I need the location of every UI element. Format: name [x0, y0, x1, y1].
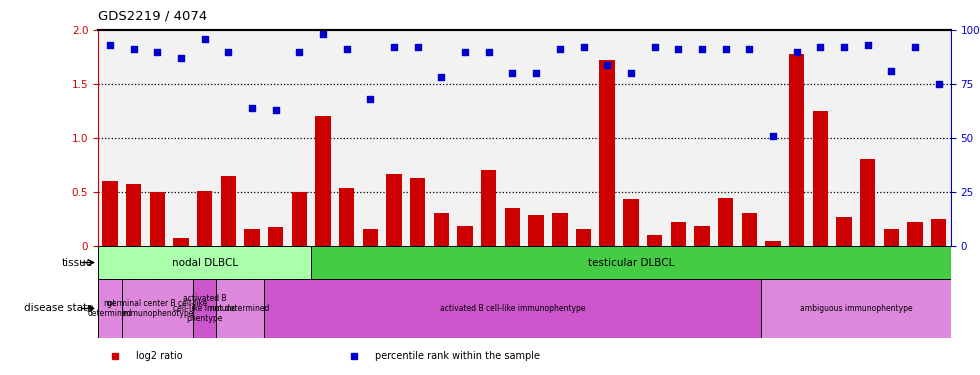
Text: log2 ratio: log2 ratio [136, 351, 183, 361]
Bar [860, 159, 875, 246]
Bar [363, 230, 378, 246]
Bar [173, 238, 188, 246]
Bar [150, 192, 165, 246]
Point [789, 49, 805, 55]
Bar [907, 222, 923, 246]
Bar [102, 181, 118, 246]
Point [481, 49, 497, 55]
Point [197, 36, 213, 42]
Point [931, 81, 947, 87]
Point [765, 133, 781, 139]
Point [291, 49, 307, 55]
Bar [193, 279, 217, 338]
Bar [98, 279, 122, 338]
Point [244, 105, 260, 111]
Bar [98, 246, 312, 279]
Point [907, 44, 923, 50]
Point [600, 62, 615, 68]
Bar [220, 176, 236, 246]
Bar [765, 242, 781, 246]
Bar [458, 226, 472, 246]
Point [410, 44, 425, 50]
Point [505, 70, 520, 76]
Text: testicular DLBCL: testicular DLBCL [588, 258, 674, 267]
Bar [386, 174, 402, 246]
Text: tissue: tissue [62, 258, 93, 267]
Bar [268, 227, 283, 246]
Bar [217, 279, 264, 338]
Point [220, 49, 236, 55]
Text: ambiguous immunophentype: ambiguous immunophentype [800, 304, 912, 313]
Bar [742, 213, 757, 246]
Bar [884, 230, 899, 246]
Bar [244, 230, 260, 246]
Text: germinal center B cell-like
immunophenotype: germinal center B cell-like immunophenot… [107, 299, 208, 318]
Point [575, 44, 591, 50]
Bar [122, 279, 193, 338]
Point [552, 46, 567, 53]
Point [623, 70, 639, 76]
Point [386, 44, 402, 50]
Bar [600, 60, 614, 246]
Point [149, 49, 165, 55]
Bar [505, 208, 520, 246]
Point [458, 49, 473, 55]
Point [742, 46, 758, 53]
Point [433, 74, 449, 81]
Point [363, 96, 378, 102]
Bar [292, 192, 307, 246]
Point [670, 46, 686, 53]
Bar [410, 178, 425, 246]
Bar [718, 198, 733, 246]
Text: not
determined: not determined [87, 299, 132, 318]
Point [717, 46, 733, 53]
Point [859, 42, 875, 48]
Point [528, 70, 544, 76]
Bar [836, 216, 852, 246]
Bar [481, 170, 497, 246]
Bar [931, 219, 947, 246]
Bar [552, 213, 567, 246]
Bar [647, 235, 662, 246]
Bar [761, 279, 951, 338]
Bar [694, 226, 710, 246]
Point [812, 44, 828, 50]
Text: disease state: disease state [24, 303, 93, 313]
Bar [576, 230, 591, 246]
Text: activated B
cell-like immuno
phentype: activated B cell-like immuno phentype [173, 294, 236, 323]
Point [884, 68, 900, 74]
Point [339, 46, 355, 53]
Point [694, 46, 710, 53]
Bar [434, 213, 449, 246]
Bar [670, 222, 686, 246]
Bar [528, 215, 544, 246]
Point [268, 107, 283, 113]
Bar [264, 279, 761, 338]
Bar [316, 116, 330, 246]
Bar [812, 111, 828, 246]
Text: percentile rank within the sample: percentile rank within the sample [375, 351, 540, 361]
Point [102, 42, 118, 48]
Point [125, 46, 141, 53]
Point [836, 44, 852, 50]
Text: not determined: not determined [211, 304, 270, 313]
Bar [339, 189, 355, 246]
Text: activated B cell-like immunophentype: activated B cell-like immunophentype [440, 304, 585, 313]
Bar [312, 246, 951, 279]
Point [316, 32, 331, 38]
Bar [623, 199, 639, 246]
Text: nodal DLBCL: nodal DLBCL [172, 258, 237, 267]
Text: GDS2219 / 4074: GDS2219 / 4074 [98, 9, 207, 22]
Bar [125, 184, 141, 246]
Point [647, 44, 662, 50]
Bar [789, 54, 805, 246]
Bar [197, 190, 213, 246]
Point [173, 55, 189, 61]
